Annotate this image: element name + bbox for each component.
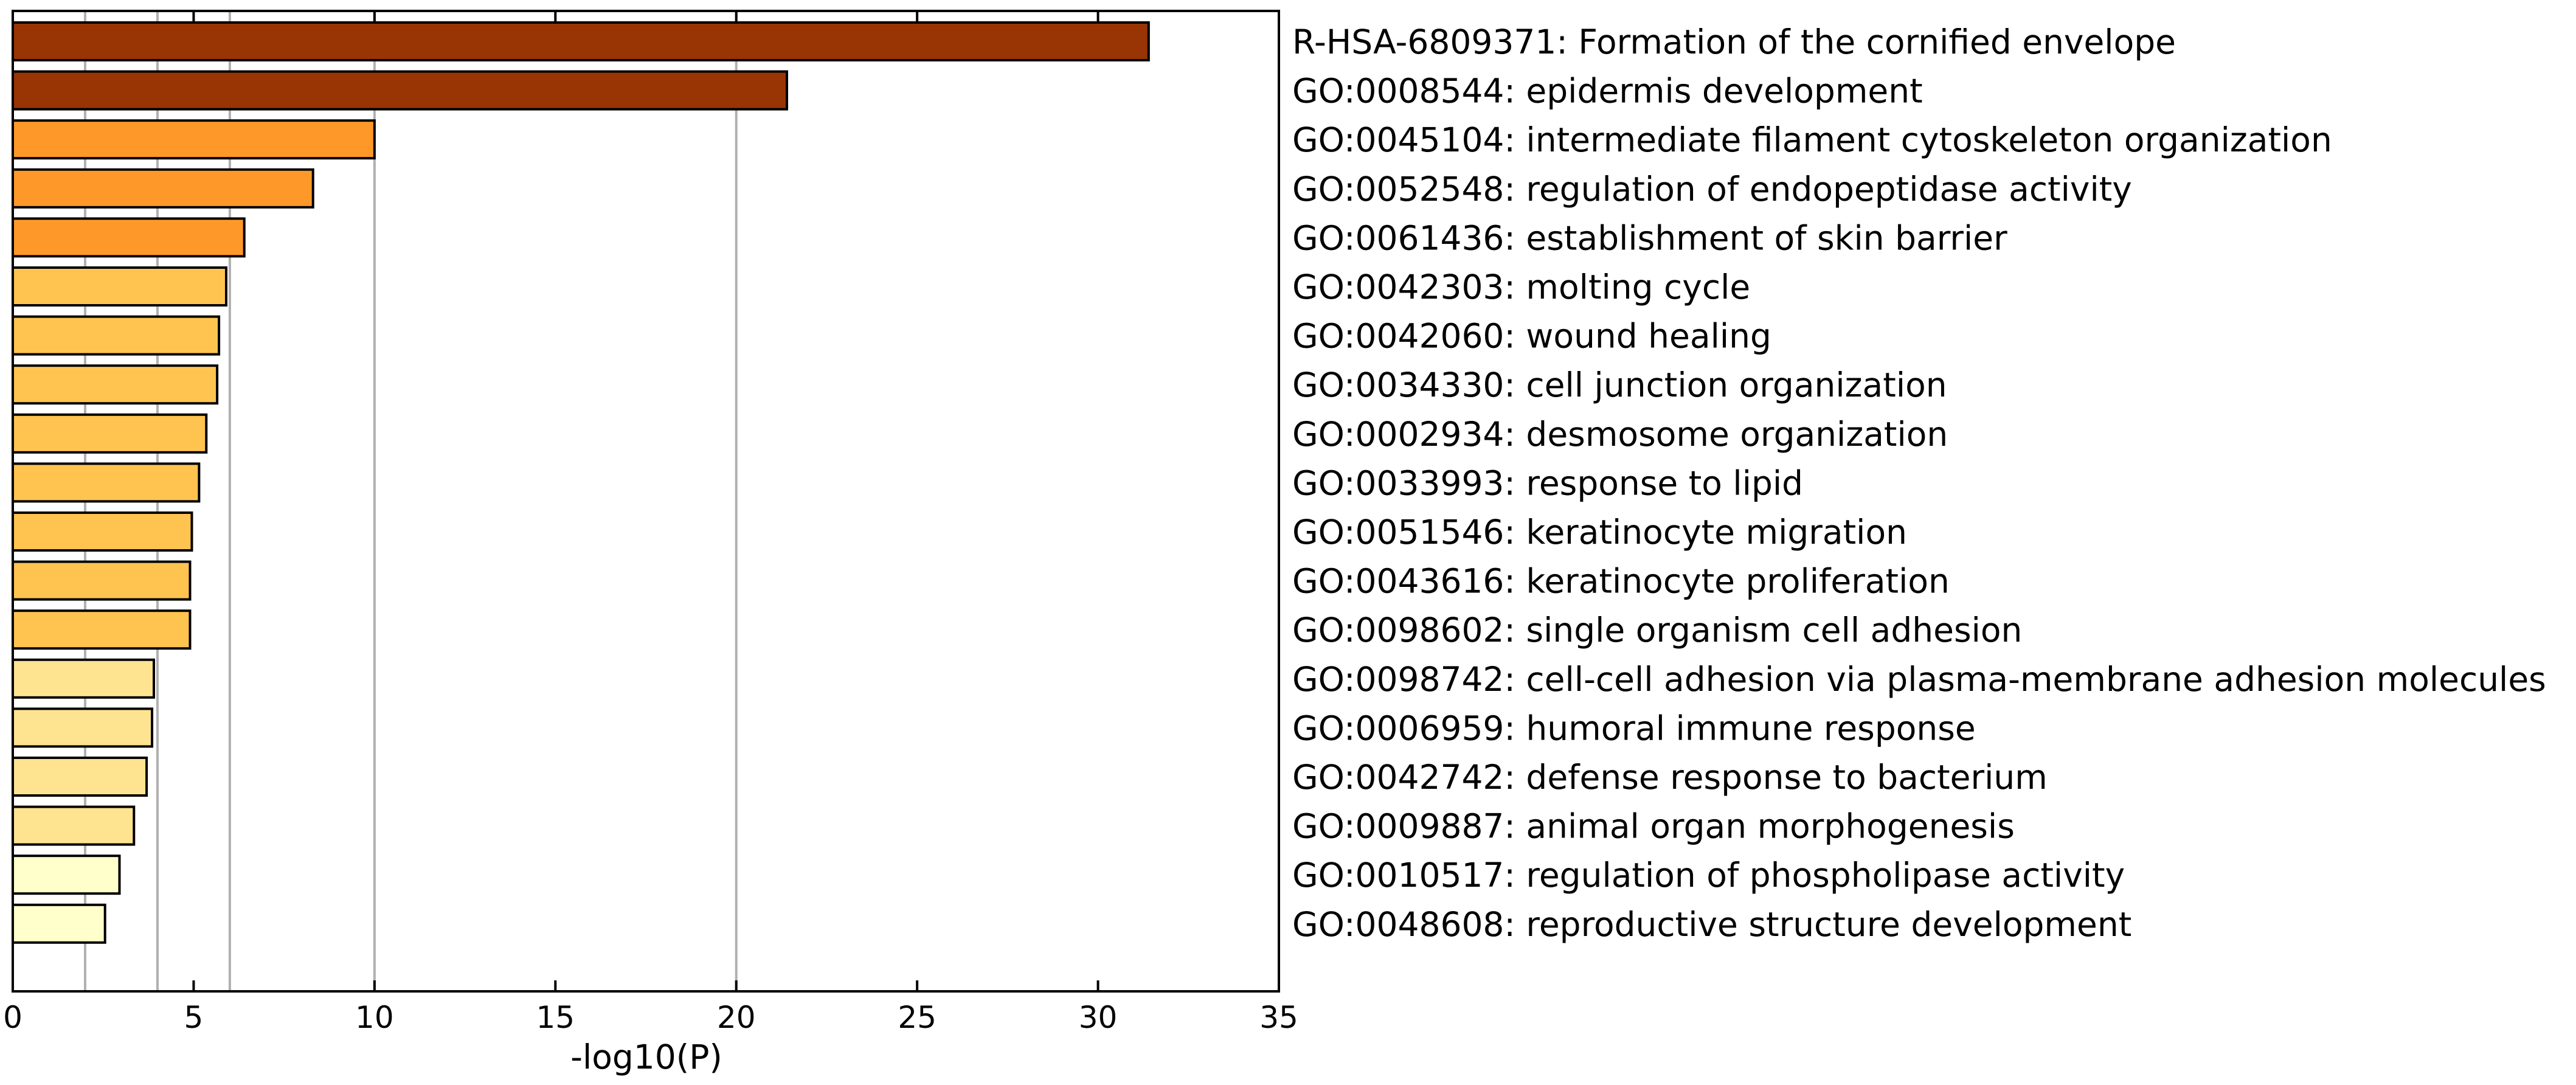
category-label: GO:0006959: humoral immune response bbox=[1292, 709, 1976, 747]
category-label: GO:0008544: epidermis development bbox=[1292, 72, 1923, 111]
x-tick-label: 10 bbox=[355, 1000, 394, 1035]
bar bbox=[12, 560, 192, 601]
category-label: R-HSA-6809371: Formation of the cornifie… bbox=[1292, 23, 2176, 61]
category-label: GO:0034330: cell junction organization bbox=[1292, 366, 1947, 404]
bar bbox=[12, 609, 192, 650]
bar bbox=[12, 707, 154, 748]
x-tick-label: 0 bbox=[3, 1000, 23, 1035]
bar bbox=[12, 168, 314, 209]
bar bbox=[12, 217, 246, 258]
category-label: GO:0033993: response to lipid bbox=[1292, 463, 1803, 502]
bar bbox=[12, 413, 208, 454]
x-tick-label: 35 bbox=[1259, 1000, 1298, 1035]
bar bbox=[12, 658, 155, 699]
x-axis-title: -log10(P) bbox=[570, 1038, 722, 1076]
bar bbox=[12, 315, 221, 356]
x-tick-label: 25 bbox=[898, 1000, 937, 1035]
bar bbox=[12, 462, 201, 503]
category-label: GO:0045104: intermediate filament cytosk… bbox=[1292, 120, 2332, 159]
category-label: GO:0002934: desmosome organization bbox=[1292, 415, 1948, 454]
category-label: GO:0010517: regulation of phospholipase … bbox=[1292, 856, 2125, 895]
x-tick-label: 5 bbox=[184, 1000, 204, 1035]
category-label: GO:0009887: animal organ morphogenesis bbox=[1292, 807, 2015, 846]
x-tick-label: 30 bbox=[1079, 1000, 1118, 1035]
category-label: GO:0043616: keratinocyte proliferation bbox=[1292, 562, 1950, 601]
bar bbox=[12, 757, 148, 797]
category-label: GO:0061436: establishment of skin barrie… bbox=[1292, 218, 2007, 257]
bar bbox=[12, 21, 1150, 61]
bar bbox=[12, 364, 219, 405]
category-label: GO:0098742: cell-cell adhesion via plasm… bbox=[1292, 660, 2546, 699]
category-label: GO:0042742: defense response to bacteriu… bbox=[1292, 758, 2048, 797]
category-label: GO:0051546: keratinocyte migration bbox=[1292, 513, 1907, 552]
category-label: GO:0042303: molting cycle bbox=[1292, 268, 1750, 307]
bar bbox=[12, 511, 193, 552]
bar bbox=[12, 70, 788, 111]
bar bbox=[12, 854, 121, 895]
bar bbox=[12, 805, 136, 846]
category-label: GO:0042060: wound healing bbox=[1292, 317, 1771, 356]
plot-frame bbox=[12, 10, 1280, 993]
x-tick-label: 15 bbox=[536, 1000, 575, 1035]
category-label: GO:0052548: regulation of endopeptidase … bbox=[1292, 170, 2132, 209]
bar bbox=[12, 266, 227, 307]
category-label: GO:0048608: reproductive structure devel… bbox=[1292, 905, 2131, 944]
bar bbox=[12, 119, 376, 160]
bar bbox=[12, 903, 106, 944]
category-label: GO:0098602: single organism cell adhesio… bbox=[1292, 611, 2022, 650]
x-tick-label: 20 bbox=[717, 1000, 756, 1035]
